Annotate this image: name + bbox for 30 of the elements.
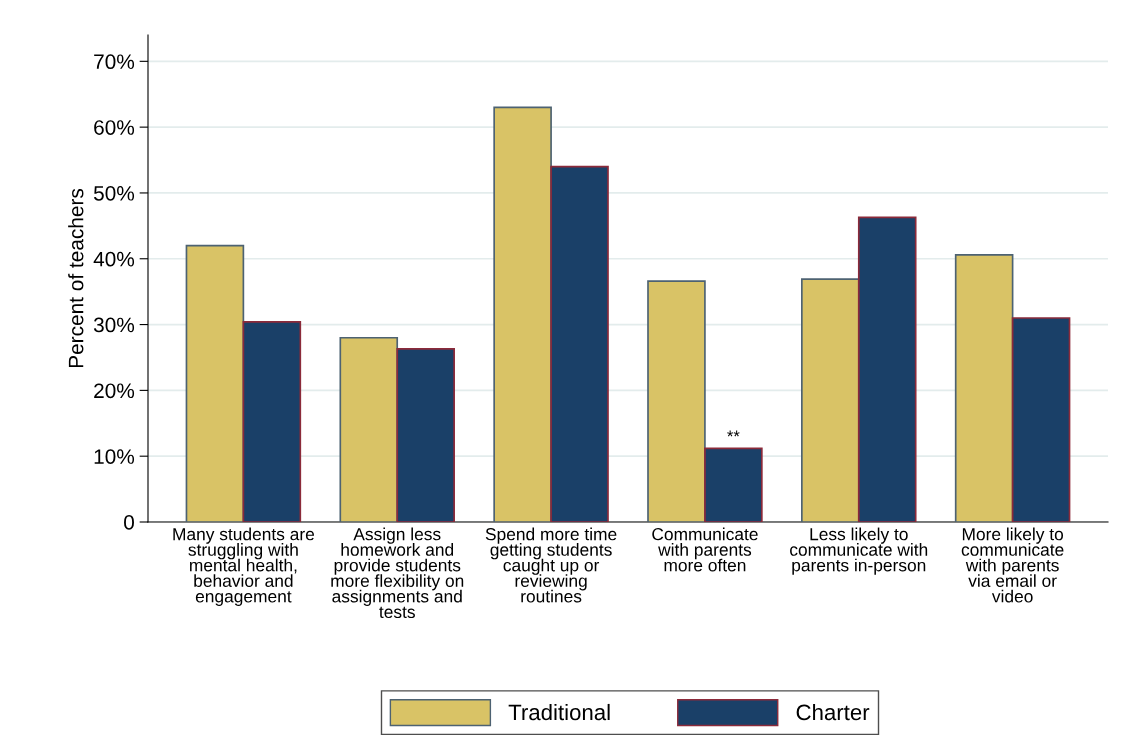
y-tick-label: 30% [93,317,135,333]
legend-label: Charter [796,703,870,721]
bar [954,253,1014,522]
y-tick-label: 70% [94,54,135,70]
bar [493,106,552,522]
x-tick-label: Less likely to communicate with parents in-person [790,527,928,575]
y-tick-label: 0 [124,515,134,530]
x-tick-label: Many students are struggling with mental health, behavior and engagement [173,527,315,606]
y-axis-title: Percent of teachers [68,188,84,368]
annotation: ** [727,430,740,437]
bar [339,336,399,522]
y-tick-label: 20% [94,383,135,399]
bar [704,447,763,522]
y-tick-label: 10% [94,449,135,464]
legend-label: Traditional [508,703,610,721]
y-tick-label: 40% [93,251,135,267]
bar [185,244,245,522]
x-tick-label: Assign less homework and provide students more flexibility on assignments and tests [331,527,464,619]
bar [647,280,706,522]
bar [857,216,917,522]
y-tick-label: 60% [94,120,135,135]
bar [1011,317,1071,522]
x-tick-label: Communicate with parents more often [652,527,758,572]
bar [396,348,455,522]
x-tick-label: More likely to communicate with parents via email or video [961,527,1064,603]
y-tick-label: 50% [93,185,135,201]
x-tick-label: Spend more time getting students caught up or reviewing routines [485,527,617,603]
bar [550,165,609,522]
bar [801,278,860,522]
bar [242,321,302,522]
